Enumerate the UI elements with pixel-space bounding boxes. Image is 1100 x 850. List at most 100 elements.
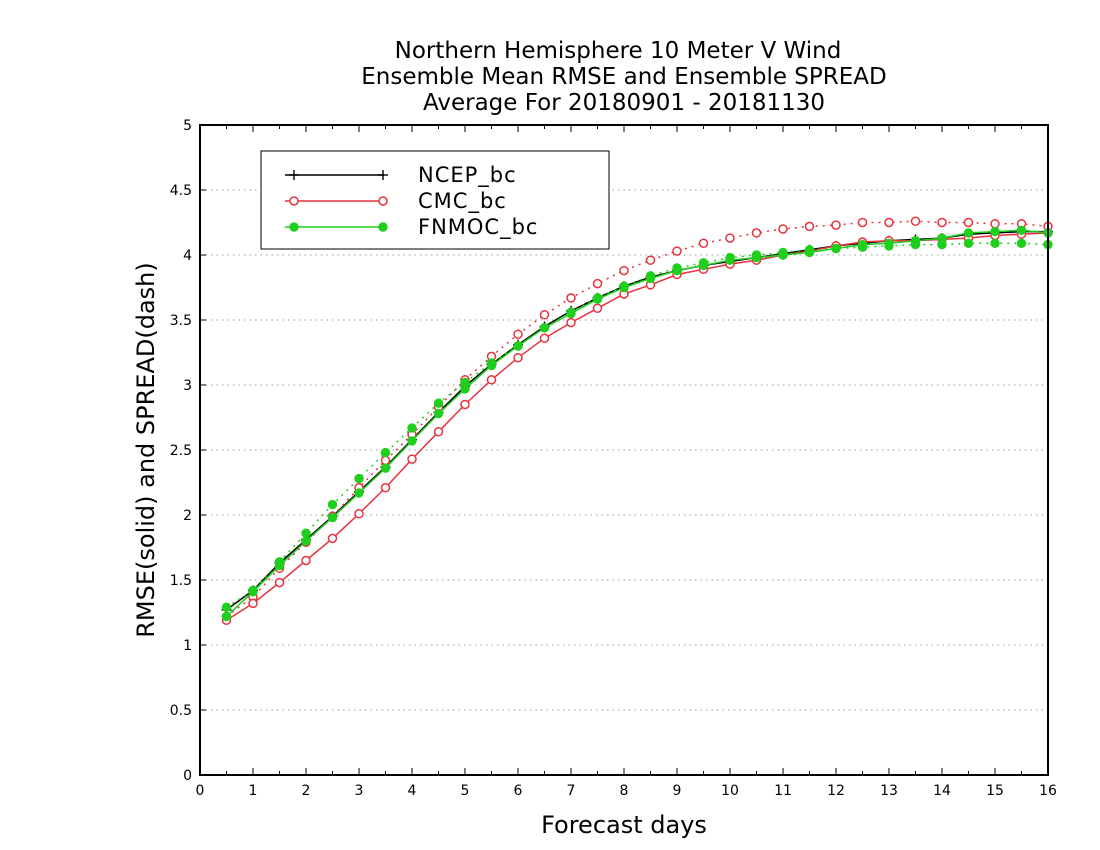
- fnmoc-bc-rmse-point: [221, 611, 232, 622]
- fnmoc-bc-rmse-point: [301, 536, 311, 546]
- y-tick-label: 3.5: [170, 313, 192, 329]
- x-tick-label: 2: [302, 783, 311, 799]
- cmc-bc-spread-point: [592, 278, 603, 289]
- fnmoc-bc-spread-point: [380, 447, 391, 458]
- legend-marker-cmc-bc: [378, 196, 388, 206]
- x-tick-label: 8: [620, 783, 629, 799]
- fnmoc-bc-rmse-point: [248, 587, 258, 597]
- x-tick-label: 6: [514, 783, 523, 799]
- fnmoc-bc-rmse-point: [698, 260, 709, 271]
- fnmoc-bc-rmse-point: [963, 228, 974, 238]
- cmc-bc-rmse-point: [486, 375, 497, 385]
- cmc-bc-spread-point: [884, 217, 894, 228]
- x-tick-label: 9: [673, 783, 682, 799]
- cmc-bc-spread-point: [751, 228, 762, 238]
- legend-box: [260, 150, 610, 250]
- x-axis-ticks: 0 1 2 3 4 5 6 7 8 9 10 11 12 13 14 15 16: [196, 125, 1057, 799]
- chart-title: Northern Hemisphere 10 Meter V Wind Ense…: [361, 38, 886, 116]
- x-tick-label: 4: [408, 783, 417, 799]
- cmc-bc-spread-point: [910, 216, 921, 226]
- fnmoc-bc-rmse-point: [433, 408, 444, 419]
- cmc-bc-rmse-point: [248, 598, 258, 609]
- fnmoc-bc-rmse-point: [407, 436, 417, 446]
- fnmoc-bc-rmse-point: [672, 265, 682, 276]
- cmc-bc-rmse-point: [407, 454, 417, 464]
- cmc-bc-rmse-point: [274, 577, 285, 588]
- fnmoc-bc-rmse-point: [539, 323, 550, 333]
- fnmoc-bc-rmse-point: [327, 512, 338, 523]
- fnmoc-bc-spread-point: [433, 398, 444, 408]
- fnmoc-bc-spread-point: [990, 238, 1000, 249]
- fnmoc-bc-spread-point: [407, 423, 417, 433]
- cmc-bc-rmse-point: [513, 352, 523, 363]
- cmc-bc-spread-point: [513, 329, 523, 340]
- fnmoc-bc-rmse-point: [725, 255, 735, 265]
- cmc-bc-spread-point: [778, 224, 788, 234]
- x-tick-label: 3: [355, 783, 364, 799]
- fnmoc-bc-rmse-point: [274, 561, 285, 571]
- cmc-bc-spread-point: [831, 220, 841, 230]
- y-tick-label: 3: [183, 378, 192, 394]
- x-tick-label: 11: [774, 783, 792, 799]
- x-tick-label: 1: [249, 783, 258, 799]
- cmc-bc-rmse-point: [380, 482, 391, 493]
- legend-label-ncep-bc: NCEP_bc: [418, 163, 517, 188]
- fnmoc-bc-rmse-point: [566, 308, 576, 319]
- y-tick-label: 4: [183, 248, 192, 264]
- cmc-bc-spread-point: [698, 238, 709, 249]
- fnmoc-bc-rmse-point: [778, 250, 788, 260]
- fnmoc-bc-rmse-point: [857, 239, 868, 250]
- fnmoc-bc-rmse-point: [380, 463, 391, 473]
- cmc-bc-spread-point: [937, 217, 947, 228]
- fnmoc-bc-rmse-point: [831, 243, 841, 254]
- y-tick-label: 2: [183, 508, 192, 524]
- cmc-bc-rmse-point: [539, 333, 550, 343]
- fnmoc-bc-rmse-point: [884, 238, 894, 249]
- cmc-bc-rmse-point: [460, 399, 470, 410]
- title-line-1: Northern Hemisphere 10 Meter V Wind: [395, 38, 842, 64]
- fnmoc-bc-rmse-point: [460, 384, 470, 394]
- x-tick-label: 16: [1039, 783, 1057, 799]
- cmc-bc-rmse-point: [433, 427, 444, 437]
- fnmoc-bc-rmse-point: [486, 360, 497, 371]
- cmc-bc-spread-point: [645, 255, 656, 265]
- x-tick-label: 5: [461, 783, 470, 799]
- x-tick-label: 13: [880, 783, 898, 799]
- fnmoc-bc-rmse-point: [1016, 225, 1027, 236]
- cmc-bc-spread-point: [857, 217, 868, 228]
- fnmoc-bc-spread-point: [354, 473, 364, 484]
- plot-series: [221, 216, 1053, 626]
- x-tick-label: 12: [827, 783, 845, 799]
- cmc-bc-spread-point: [539, 310, 550, 320]
- fnmoc-bc-rmse-point: [354, 488, 364, 498]
- fnmoc-bc-rmse-point: [645, 273, 656, 284]
- y-tick-label: 1.5: [170, 573, 192, 589]
- title-line-2: Ensemble Mean RMSE and Ensemble SPREAD: [361, 64, 886, 90]
- legend-label-fnmoc-bc: FNMOC_bc: [418, 215, 538, 240]
- legend-marker-fnmoc-bc: [289, 222, 299, 232]
- cmc-bc-spread-point: [725, 233, 735, 243]
- fnmoc-bc-rmse-point: [619, 282, 629, 293]
- cmc-bc-spread-point: [380, 455, 391, 466]
- y-tick-label: 5: [183, 118, 192, 134]
- fnmoc-bc-rmse-point: [513, 341, 523, 351]
- fnmoc-bc-rmse-point: [804, 247, 815, 258]
- cmc-bc-spread-point: [990, 219, 1000, 229]
- legend-entry-cmc-bc: CMC_bc: [285, 189, 506, 214]
- legend-marker-cmc-bc: [289, 196, 299, 206]
- fnmoc-bc-rmse-point: [592, 294, 603, 304]
- cmc-bc-spread-point: [963, 217, 974, 228]
- title-line-3: Average For 20180901 - 20181130: [423, 90, 825, 116]
- y-tick-label: 0.5: [170, 703, 192, 719]
- legend-entry-ncep-bc: NCEP_bc: [285, 163, 517, 188]
- cmc-bc-rmse-point: [566, 317, 576, 328]
- y-axis-ticks: 0 0.5 1 1.5 2 2.5 3 3.5 4 4.5 5: [170, 118, 206, 784]
- cmc-bc-rmse-point: [592, 303, 603, 314]
- x-tick-label: 10: [721, 783, 739, 799]
- y-tick-label: 4.5: [170, 183, 192, 199]
- x-tick-label: 7: [567, 783, 576, 799]
- x-tick-label: 14: [933, 783, 951, 799]
- legend-entry-fnmoc-bc: FNMOC_bc: [285, 215, 538, 240]
